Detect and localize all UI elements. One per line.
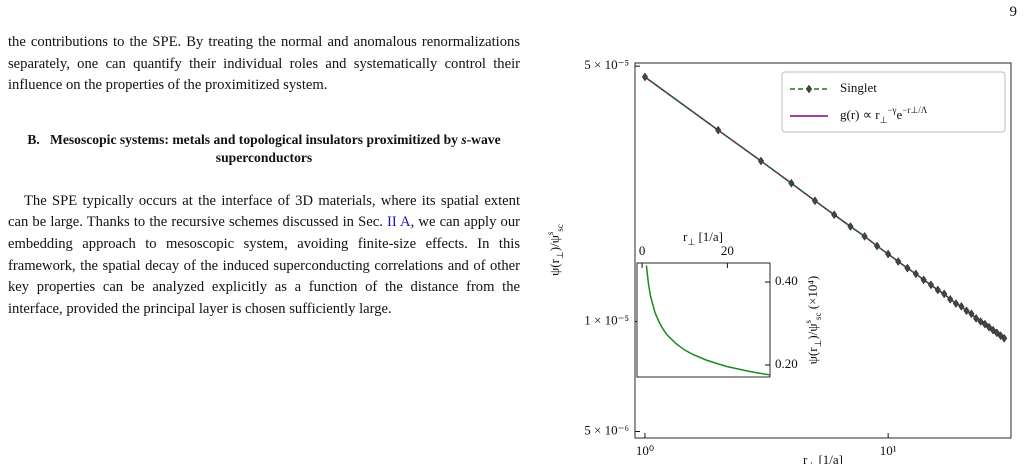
data-marker: [977, 317, 984, 326]
legend-label: Singlet: [840, 80, 877, 95]
legend-label-part: ⊥: [910, 105, 918, 115]
data-marker: [715, 125, 722, 135]
legend-label-part: Singlet: [840, 80, 877, 95]
data-marker: [861, 231, 868, 241]
paragraph-text: , we can apply our embedding approach to…: [8, 214, 520, 317]
data-marker: [895, 257, 902, 266]
y-axis-label-part: sc: [555, 224, 565, 232]
x-tick-label: 10⁰: [636, 443, 654, 458]
data-marker: [934, 285, 941, 295]
y-tick-label: 0.40: [775, 273, 798, 288]
section-number: B.: [27, 131, 40, 147]
legend-box: [781, 71, 1006, 133]
y-tick-label: 0.20: [775, 356, 798, 371]
inset-x-axis-label-part: ⊥: [687, 237, 695, 247]
data-marker: [941, 289, 948, 299]
data-marker: [952, 299, 960, 308]
legend-label-part: e: [897, 107, 903, 122]
text-column: the contributions to the SPE. By treatin…: [8, 32, 520, 464]
legend-label-part: −r: [902, 105, 910, 115]
data-marker: [847, 222, 854, 231]
y-axis-label-part: ⊥: [555, 251, 565, 259]
section-title: Mesoscopic systems: metals and topologic…: [50, 131, 462, 147]
data-marker: [904, 263, 911, 273]
y-axis-label-part: )/ψ: [547, 235, 562, 251]
inset-y-axis-label-part: (×10⁴): [805, 276, 820, 313]
legend-label-part: g(r) ∝ r: [840, 107, 880, 122]
data-marker: [920, 275, 927, 285]
y-tick-label: 1 × 10⁻⁵: [584, 313, 629, 328]
page-number: 9: [1009, 4, 1018, 20]
inset-y-axis-label-part: s: [803, 320, 813, 324]
data-marker: [985, 322, 993, 332]
data-marker: [947, 294, 954, 304]
data-marker: [927, 280, 935, 290]
x-tick-label: 0: [639, 243, 646, 258]
plot-area: [636, 262, 771, 378]
inset-x-axis-label: r⊥ [1/a]: [683, 229, 723, 247]
inset-y-axis-label-part: )/ψ: [805, 324, 820, 340]
y-tick-label: 5 × 10⁻⁶: [584, 423, 629, 438]
data-marker: [641, 72, 649, 82]
x-axis-label-part: r: [803, 452, 808, 464]
legend-marker: [805, 84, 813, 94]
data-marker: [963, 306, 970, 316]
section-link[interactable]: II A: [387, 214, 411, 231]
inset-y-axis-label-part: ⊥: [813, 339, 823, 347]
inset-y-axis-label-part: sc: [813, 313, 823, 321]
legend-label-part: /Λ: [918, 105, 928, 115]
data-marker: [958, 301, 965, 311]
inset-x-axis-label-part: r: [683, 229, 688, 244]
data-marker: [873, 241, 881, 251]
section-title: s: [461, 131, 467, 147]
section-title: -wave superconductors: [215, 131, 501, 165]
x-axis-label-part: [1/a]: [815, 452, 843, 464]
inset-y-axis-label: ψ(r⊥)/ψssc (×10⁴): [803, 276, 823, 365]
series-line: [645, 265, 771, 376]
data-marker: [885, 249, 892, 259]
paragraph: The SPE typically occurs at the interfac…: [8, 191, 520, 321]
data-marker: [912, 269, 919, 279]
section-heading: B. Mesoscopic systems: metals and topolo…: [18, 131, 510, 167]
data-marker: [973, 313, 980, 323]
x-axis-label: r⊥ [1/a]: [803, 452, 843, 464]
data-marker: [811, 196, 819, 206]
legend-label-part: ⊥: [880, 115, 888, 125]
data-marker: [831, 210, 838, 220]
paragraph-text: The SPE typically occurs at the interfac…: [8, 192, 520, 231]
x-axis-label-part: ⊥: [807, 460, 815, 464]
y-axis-label-part: s: [545, 231, 555, 235]
x-tick-label: 10¹: [880, 443, 897, 458]
y-axis-label: ψ(r⊥)/ψssc: [545, 224, 565, 276]
data-marker: [788, 178, 795, 188]
data-marker: [981, 319, 989, 329]
legend-label: g(r) ∝ r⊥−γe−r⊥/Λ: [840, 105, 928, 125]
paragraph: the contributions to the SPE. By treatin…: [8, 34, 520, 94]
y-axis-label-part: ψ(r: [547, 258, 562, 275]
inset-y-axis-label-part: ψ(r: [805, 347, 820, 364]
data-marker: [757, 156, 765, 166]
x-tick-label: 20: [721, 243, 734, 258]
y-tick-label: 5 × 10⁻⁵: [584, 57, 629, 72]
data-marker: [1001, 333, 1008, 343]
data-marker: [968, 309, 975, 319]
legend-label-part: −γ: [887, 105, 896, 115]
inset-x-axis-label-part: [1/a]: [695, 229, 723, 244]
